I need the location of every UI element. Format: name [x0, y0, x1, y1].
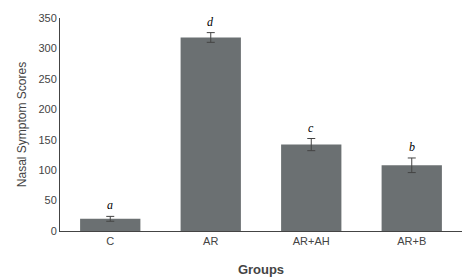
svg-text:AR+B: AR+B — [397, 235, 426, 247]
svg-text:Nasal Symptom Scores: Nasal Symptom Scores — [15, 62, 29, 187]
svg-text:c: c — [308, 121, 314, 135]
svg-text:C: C — [106, 235, 114, 247]
svg-text:AR+AH: AR+AH — [293, 235, 330, 247]
svg-text:100: 100 — [38, 164, 56, 176]
svg-text:250: 250 — [38, 73, 56, 85]
svg-text:300: 300 — [38, 42, 56, 54]
svg-text:200: 200 — [38, 103, 56, 115]
svg-text:50: 50 — [45, 194, 57, 206]
svg-text:d: d — [207, 15, 214, 29]
svg-text:150: 150 — [38, 134, 56, 146]
svg-text:b: b — [409, 140, 415, 154]
svg-text:AR: AR — [203, 235, 218, 247]
svg-text:350: 350 — [38, 12, 56, 24]
svg-text:a: a — [107, 198, 113, 212]
svg-text:Groups: Groups — [238, 262, 284, 277]
svg-text:0: 0 — [51, 225, 57, 237]
